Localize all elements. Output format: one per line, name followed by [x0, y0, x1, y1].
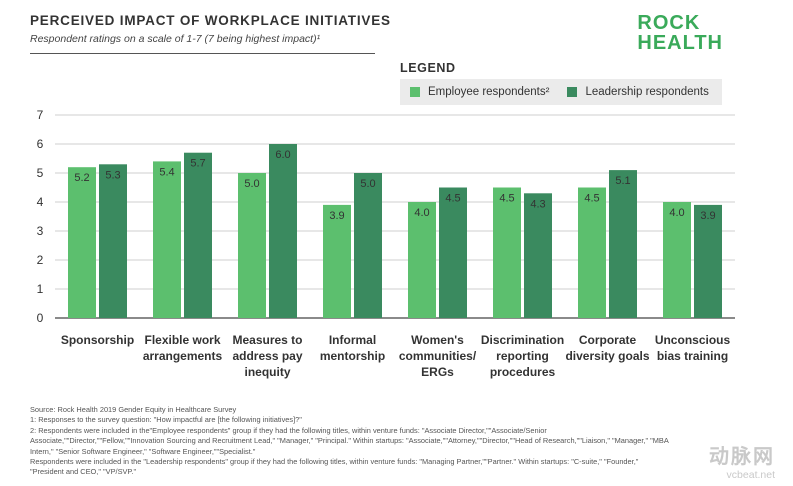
legend-label-employee: Employee respondents² — [428, 86, 550, 98]
x-tick-label: Unconscious — [655, 333, 731, 347]
legend-item-employee: Employee respondents² — [410, 86, 549, 98]
data-label: 4.5 — [584, 193, 599, 205]
data-label: 4.5 — [445, 193, 460, 205]
bar-leadership — [609, 170, 637, 318]
bar-leadership — [524, 193, 552, 318]
bar-leadership — [354, 173, 382, 318]
legend: Employee respondents² Leadership respond… — [400, 79, 722, 105]
x-tick-label: procedures — [490, 365, 556, 379]
y-tick-label: 2 — [37, 253, 44, 267]
bar-employee — [68, 167, 96, 318]
footnote-source: Source: Rock Health 2019 Gender Equity i… — [30, 405, 237, 414]
x-tick-label: Corporate — [579, 333, 637, 347]
x-tick-label: mentorship — [320, 349, 385, 363]
x-tick-label: Measures to — [232, 333, 302, 347]
data-label: 5.1 — [615, 175, 630, 187]
footnote-1: 1: Responses to the survey question: "Ho… — [30, 415, 302, 425]
data-label: 5.0 — [360, 178, 375, 190]
logo-line-2: HEALTH — [637, 32, 723, 54]
title-divider — [30, 53, 375, 54]
y-tick-label: 6 — [37, 137, 44, 151]
data-label: 4.0 — [669, 207, 684, 219]
rock-health-logo: ROCK HEALTH — [637, 13, 723, 53]
bar-leadership — [694, 204, 722, 318]
data-label: 4.5 — [499, 193, 514, 205]
bar-leadership — [439, 187, 467, 318]
bar-employee — [578, 187, 606, 318]
watermark: 动脉网 vcbeat.net — [709, 440, 775, 481]
data-label: 5.7 — [190, 158, 205, 170]
bar-leadership — [269, 144, 297, 318]
y-tick-label: 3 — [37, 224, 44, 238]
data-label: 3.9 — [700, 210, 715, 222]
y-tick-label: 1 — [37, 282, 44, 296]
x-tick-label: Flexible work — [144, 333, 220, 347]
bar-leadership — [184, 152, 212, 318]
x-tick-label: diversity goals — [565, 349, 649, 363]
footnote-2: 2: Respondents were included in the"Empl… — [30, 425, 669, 456]
y-tick-label: 7 — [37, 108, 44, 122]
watermark-cn: 动脉网 — [709, 446, 775, 468]
x-tick-label: Informal — [329, 333, 376, 347]
data-label: 5.4 — [159, 166, 174, 178]
logo-line-1: ROCK — [637, 12, 701, 34]
x-tick-label: Women's — [411, 333, 464, 347]
x-tick-label: bias training — [657, 349, 728, 363]
watermark-en: vcbeat.net — [726, 469, 775, 481]
footnote-3: Respondents were included in the "Leader… — [30, 457, 639, 477]
data-label: 5.2 — [74, 172, 89, 184]
bar-employee — [408, 202, 436, 318]
x-tick-label: arrangements — [143, 349, 223, 363]
legend-title: LEGEND — [400, 61, 456, 75]
data-label: 5.0 — [244, 178, 259, 190]
data-label: 4.3 — [530, 198, 545, 210]
x-tick-label: reporting — [496, 349, 549, 363]
bar-employee — [153, 161, 181, 318]
bar-employee — [493, 187, 521, 318]
x-tick-label: Discrimination — [481, 333, 564, 347]
data-label: 4.0 — [414, 207, 429, 219]
x-tick-label: Sponsorship — [61, 333, 134, 347]
footnotes: Source: Rock Health 2019 Gender Equity i… — [30, 405, 670, 478]
chart-title: PERCEIVED IMPACT OF WORKPLACE INITIATIVE… — [30, 13, 391, 28]
chart-subtitle: Respondent ratings on a scale of 1-7 (7 … — [30, 33, 321, 45]
y-tick-label: 5 — [37, 166, 44, 180]
data-label: 3.9 — [329, 210, 344, 222]
legend-swatch-leadership — [567, 87, 578, 97]
x-tick-label: communities/ — [399, 349, 477, 363]
legend-label-leadership: Leadership respondents — [585, 86, 709, 98]
x-tick-label: address pay — [232, 349, 302, 363]
bar-leadership — [99, 164, 127, 318]
x-tick-label: inequity — [244, 365, 290, 379]
bar-employee — [238, 173, 266, 318]
bar-employee — [663, 202, 691, 318]
legend-swatch-employee — [410, 87, 420, 97]
y-tick-label: 4 — [37, 195, 44, 209]
y-tick-label: 0 — [37, 311, 44, 325]
bar-chart: 0 1 2 3 4 5 6 7 5.2 5.3 Sponsorship 5.4 5.7 Flexible … — [37, 108, 735, 379]
data-label: 6.0 — [275, 149, 290, 161]
bar-employee — [323, 204, 351, 318]
x-tick-label: ERGs — [421, 365, 454, 379]
legend-item-leadership: Leadership respondents — [567, 86, 709, 98]
data-label: 5.3 — [105, 169, 120, 181]
